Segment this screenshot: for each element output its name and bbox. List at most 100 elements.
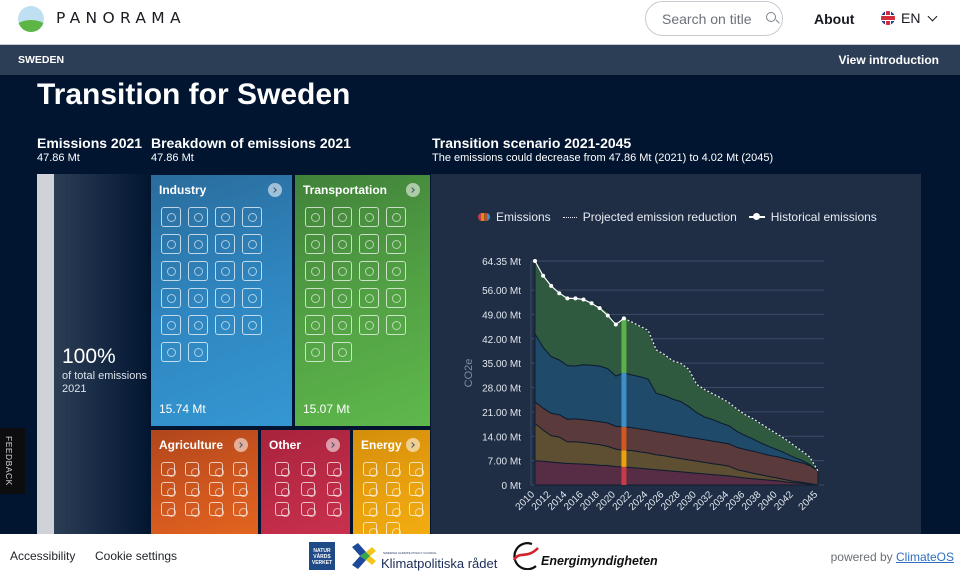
chevron-right-icon[interactable] (406, 438, 420, 452)
breakdown-value: 47.86 Mt (151, 152, 194, 164)
panorama-logo-icon[interactable] (18, 6, 44, 32)
sector-activity-icon (386, 522, 401, 534)
total-percent-caption: of total emissions 2021 (62, 370, 147, 395)
sector-activity-icon (386, 261, 406, 281)
sector-activity-icon (386, 207, 406, 227)
sector-activity-icon (332, 207, 352, 227)
sector-activity-icon (161, 502, 176, 517)
chevron-right-icon[interactable] (406, 183, 420, 197)
sector-activity-icon (359, 288, 379, 308)
uk-flag-icon (881, 11, 895, 25)
sector-activity-icon (161, 342, 181, 362)
sector-tile-agriculture[interactable]: Agriculture (151, 430, 258, 534)
y-tick-label: 7.00 Mt (488, 457, 522, 468)
highlight-bar-energy (621, 450, 627, 467)
cookie-settings-link[interactable]: Cookie settings (95, 549, 178, 563)
chevron-right-icon[interactable] (268, 183, 282, 197)
y-tick-label: 35.00 Mt (482, 359, 521, 370)
sector-activity-icon (327, 462, 342, 477)
sector-title: Industry (159, 183, 207, 197)
naturvardsverket-logo[interactable]: NATUR VÅRDS VERKET (309, 542, 335, 570)
search-box[interactable] (645, 1, 783, 36)
legend-projected[interactable]: Projected emission reduction (562, 210, 737, 224)
chevron-right-icon[interactable] (326, 438, 340, 452)
sector-activity-icon (161, 261, 181, 281)
climateos-link[interactable]: ClimateOS (895, 550, 954, 564)
chevron-down-icon (928, 11, 938, 21)
sector-activity-icon (301, 462, 316, 477)
legend-historical[interactable]: Historical emissions (748, 210, 877, 224)
projected-line (623, 317, 819, 472)
sector-activity-icon (305, 315, 325, 335)
sector-activity-icon (233, 502, 248, 517)
sector-activity-icon (363, 522, 378, 534)
transition-heading: Transition scenario 2021-2045 (432, 135, 632, 151)
sector-activity-icon (305, 342, 325, 362)
sector-tile-industry[interactable]: Industry 15.74 Mt (151, 175, 292, 426)
powered-by: powered by ClimateOS (831, 550, 954, 564)
sector-activity-icon (275, 482, 290, 497)
sector-tile-other[interactable]: Other (261, 430, 350, 534)
sector-activity-icon (209, 482, 224, 497)
sector-activity-icon (188, 234, 208, 254)
sector-activity-icon (242, 261, 262, 281)
historical-point (565, 296, 570, 301)
sector-activity-icon (332, 342, 352, 362)
search-input[interactable] (662, 11, 758, 27)
feedback-button[interactable]: FEEDBACK (0, 428, 25, 494)
language-selector[interactable]: EN (881, 10, 938, 26)
agriculture-icons (161, 462, 249, 517)
sector-tile-transportation[interactable]: Transportation 15.07 Mt (295, 175, 430, 426)
sector-activity-icon (161, 315, 181, 335)
sector-activity-icon (359, 207, 379, 227)
total-emissions-bar-track (37, 174, 54, 534)
total-percent: 100% (62, 345, 116, 368)
energimyndigheten-logo-icon[interactable] (510, 542, 540, 570)
accessibility-link[interactable]: Accessibility (10, 549, 76, 563)
historical-point (541, 273, 546, 278)
other-icons (275, 462, 343, 517)
sector-title: Energy (361, 438, 402, 452)
sector-activity-icon (215, 288, 235, 308)
sector-activity-icon (386, 288, 406, 308)
sector-activity-icon (242, 288, 262, 308)
sector-activity-icon (327, 502, 342, 517)
klimatpolitiska-small-text: SWEDISH CLIMATE POLICY COUNCIL (383, 551, 437, 555)
sector-title: Agriculture (159, 438, 224, 452)
brand-name[interactable]: PANORAMA (56, 9, 186, 27)
sector-title: Other (269, 438, 302, 452)
historical-point (613, 322, 618, 327)
top-bar: PANORAMA About EN (0, 0, 960, 45)
sector-activity-icon (275, 502, 290, 517)
sector-activity-icon (215, 234, 235, 254)
sector-activity-icon (233, 462, 248, 477)
klimatpolitiska-radet-name[interactable]: Klimatpolitiska rådet (381, 556, 498, 571)
legend-emissions[interactable]: Emissions (478, 210, 551, 224)
sector-value: 15.07 Mt (303, 402, 350, 416)
language-label: EN (901, 10, 921, 26)
view-introduction-link[interactable]: View introduction (838, 53, 939, 67)
y-tick-label: 21.00 Mt (482, 408, 521, 419)
y-tick-label: 42.00 Mt (482, 335, 521, 346)
transportation-icons (305, 207, 406, 362)
y-tick-label: 14.00 Mt (482, 432, 521, 443)
sector-activity-icon (188, 261, 208, 281)
search-icon[interactable] (766, 12, 776, 22)
transition-chart: 0 Mt 7.00 Mt 14.00 Mt 21.00 Mt 28.00 Mt 35.00… (463, 257, 824, 513)
feedback-label: FEEDBACK (4, 436, 14, 486)
legend-label: Projected emission reduction (582, 210, 737, 224)
sector-activity-icon (188, 315, 208, 335)
sector-activity-icon (305, 288, 325, 308)
sector-activity-icon (188, 288, 208, 308)
sector-activity-icon (242, 315, 262, 335)
klimatpolitiska-radet-logo-icon[interactable] (352, 543, 376, 569)
powered-by-label: powered by (830, 550, 896, 564)
sector-tile-energy[interactable]: Energy (353, 430, 430, 534)
about-link[interactable]: About (814, 11, 855, 27)
sector-activity-icon (161, 207, 181, 227)
sector-activity-icon (185, 502, 200, 517)
energimyndigheten-name[interactable]: Energimyndigheten (541, 554, 658, 568)
chevron-right-icon[interactable] (234, 438, 248, 452)
sector-activity-icon (359, 234, 379, 254)
breadcrumb[interactable]: SWEDEN (18, 54, 65, 66)
